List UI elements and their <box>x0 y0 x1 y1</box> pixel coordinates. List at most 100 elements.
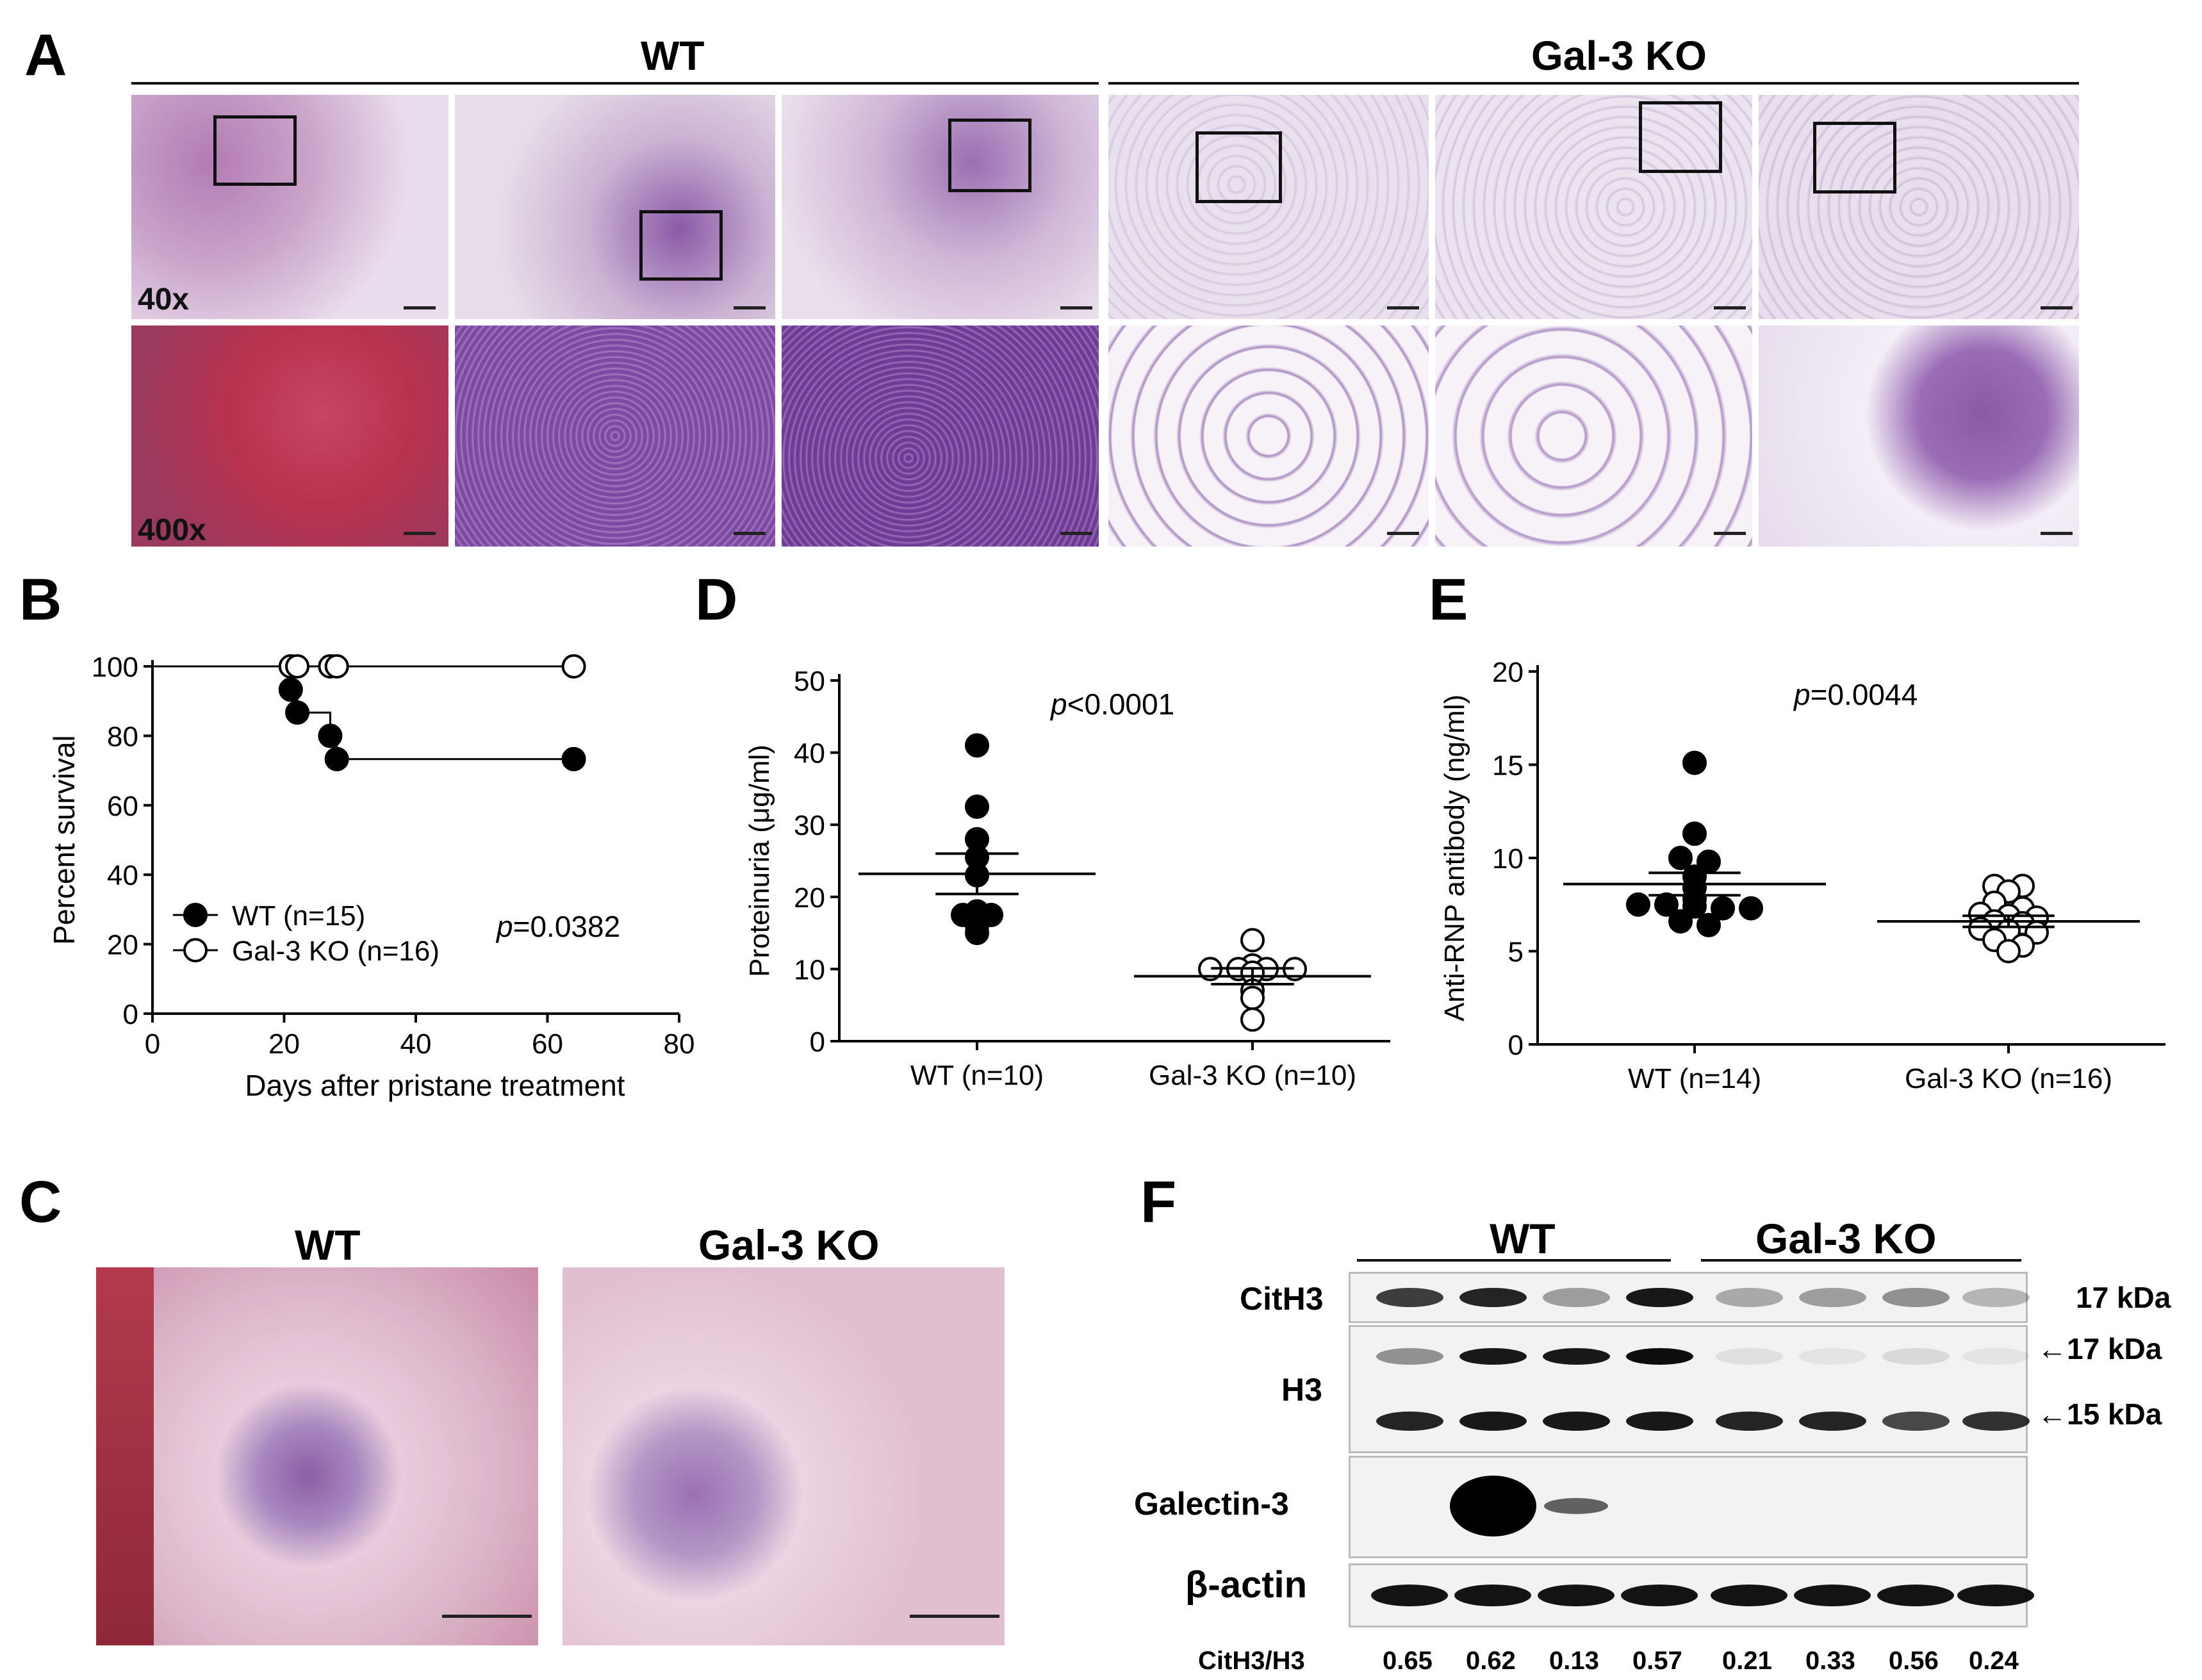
d-x-tick-label: WT (n=10) <box>910 1060 1044 1091</box>
inset-box <box>1195 131 1282 203</box>
quant-value: 0.24 <box>1969 1647 2019 1675</box>
panel-a-wt-line <box>131 82 1099 85</box>
b-y-tick-label: 60 <box>107 791 138 822</box>
panel-f-wt-line <box>1357 1259 1671 1262</box>
histology-wt-400x-2 <box>455 325 775 547</box>
histology-ko-40x-3 <box>1759 95 2079 319</box>
e-y-tick-label: 15 <box>1492 750 1524 782</box>
d-data-point <box>1240 1007 1265 1032</box>
band-galectin3 <box>1449 1475 1536 1536</box>
band-cith3 <box>1962 1288 2030 1307</box>
b-y-tick-label: 20 <box>107 930 138 961</box>
quant-value: 0.56 <box>1889 1647 1939 1675</box>
band-galectin3 <box>1544 1497 1608 1514</box>
scale-bar <box>1387 532 1419 535</box>
panel-letter-c: C <box>19 1169 62 1235</box>
d-y-tick-label: 40 <box>794 738 825 770</box>
b-data-point <box>318 723 343 748</box>
panel-f-group-ko: Gal-3 KO <box>1755 1215 1937 1262</box>
scale-bar <box>2041 306 2073 309</box>
kidney-histology-ko <box>563 1267 1005 1645</box>
d-y-tick-label: 10 <box>794 954 825 985</box>
band-h3-17kda <box>1798 1348 1866 1365</box>
b-x-tick-label: 20 <box>268 1028 300 1060</box>
band-beta-actin <box>1794 1585 1871 1606</box>
e-y-tick-label: 10 <box>1492 843 1524 875</box>
b-legend-label: Gal-3 KO (n=16) <box>232 935 440 967</box>
b-x-tick-label: 0 <box>145 1028 160 1060</box>
scale-bar <box>1060 306 1092 309</box>
magnification-label-high: 400x <box>138 513 206 547</box>
wb-label-cith3: CitH3 <box>1240 1281 1324 1317</box>
b-series-line <box>152 665 574 761</box>
panel-f-group-wt: WT <box>1490 1215 1556 1262</box>
band-h3-15kda <box>1882 1412 1950 1431</box>
panel-a-group-ko: Gal-3 KO <box>1531 33 1707 79</box>
band-h3-17kda <box>1625 1348 1693 1365</box>
scale-bar <box>1060 532 1092 535</box>
wb-label-galectin3: Galectin-3 <box>1134 1486 1289 1522</box>
d-data-point <box>965 795 989 819</box>
e-data-point <box>1668 909 1693 934</box>
histology-wt-40x-1 <box>131 95 448 319</box>
panel-c-title-wt: WT <box>295 1221 361 1269</box>
b-annotation: p=0.0382 <box>495 910 620 943</box>
scale-bar <box>442 1615 532 1618</box>
kidney-histology-wt <box>96 1267 538 1645</box>
kda-label-17-cith3: 17 kDa <box>2076 1281 2171 1314</box>
histology-ko-400x-1 <box>1108 325 1429 547</box>
d-data-point <box>1240 928 1265 953</box>
b-y-tick-label: 0 <box>123 999 138 1030</box>
histology-wt-400x-1 <box>131 325 448 547</box>
panel-a-group-wt: WT <box>641 33 705 79</box>
e-data-point <box>1711 896 1735 921</box>
band-cith3 <box>1715 1288 1783 1307</box>
b-data-point <box>561 654 586 679</box>
b-data-point <box>285 654 310 679</box>
panel-letter-f: F <box>1140 1169 1177 1235</box>
scale-bar <box>2041 532 2073 535</box>
e-y-tick-label: 20 <box>1492 657 1524 688</box>
inset-box <box>1639 101 1722 173</box>
e-data-point <box>1626 892 1650 917</box>
band-cith3 <box>1376 1288 1443 1307</box>
band-h3-17kda <box>1459 1348 1527 1365</box>
panel-letter-a: A <box>24 22 67 88</box>
band-h3-15kda <box>1376 1412 1443 1431</box>
panel-a-ko-line <box>1108 82 2079 85</box>
inset-box <box>948 119 1031 192</box>
e-y-tick-label: 5 <box>1508 937 1524 968</box>
band-cith3 <box>1542 1288 1610 1307</box>
b-y-tick-label: 80 <box>107 721 138 752</box>
scale-bar <box>910 1615 999 1618</box>
b-data-point <box>561 746 586 771</box>
b-y-tick-label: 40 <box>107 860 138 891</box>
b-x-axis-label: Days after pristane treatment <box>245 1069 625 1102</box>
inset-box <box>1813 122 1896 194</box>
b-data-point <box>324 654 349 679</box>
histology-wt-40x-2 <box>455 95 775 319</box>
scale-bar <box>1714 306 1746 309</box>
quant-value: 0.62 <box>1466 1647 1516 1675</box>
b-y-axis-label: Percent survival <box>47 735 81 944</box>
panel-letter-b: B <box>19 567 62 632</box>
d-y-axis-label: Proteinuria (μg/ml) <box>744 745 775 977</box>
e-y-axis-label: Anti-RNP antibody (ng/ml) <box>1439 695 1470 1021</box>
scale-bar <box>734 532 766 535</box>
e-data-point <box>1739 896 1763 921</box>
scale-bar <box>404 306 436 309</box>
b-x-tick-label: 40 <box>400 1028 432 1060</box>
b-x-tick-label: 60 <box>532 1028 563 1060</box>
d-y-tick-label: 50 <box>794 666 825 697</box>
b-legend-marker <box>183 903 208 927</box>
histology-ko-40x-2 <box>1435 95 1752 319</box>
panel-c-title-ko: Gal-3 KO <box>698 1221 880 1269</box>
band-cith3 <box>1459 1288 1527 1307</box>
band-h3-17kda <box>1376 1348 1443 1365</box>
e-data-point <box>1996 939 2021 964</box>
band-h3-15kda <box>1798 1412 1866 1431</box>
panel-letter-d: D <box>695 567 738 632</box>
band-h3-15kda <box>1625 1412 1693 1431</box>
band-cith3 <box>1882 1288 1950 1307</box>
band-beta-actin <box>1957 1585 2034 1606</box>
